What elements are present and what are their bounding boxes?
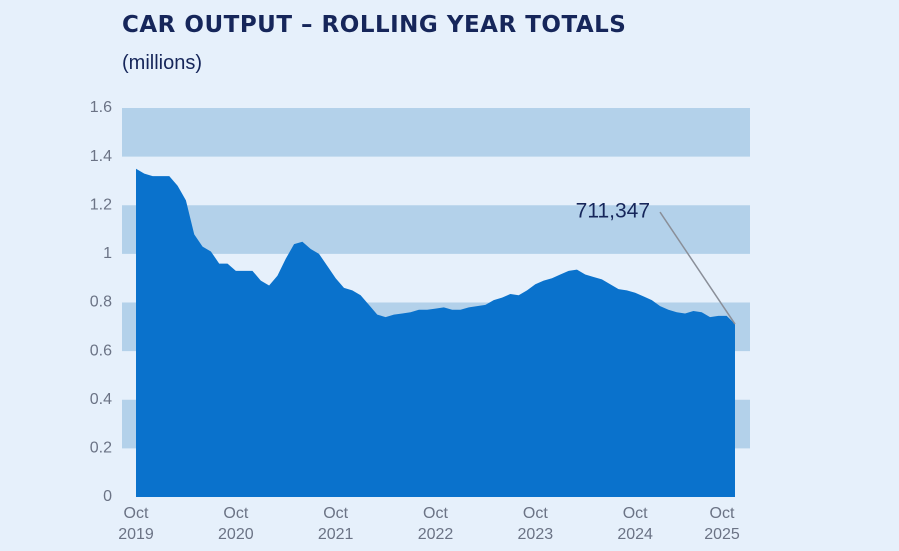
x-tick-label: Oct 2020 xyxy=(218,505,254,543)
chart-title: CAR OUTPUT – ROLLING YEAR TOTALS xyxy=(122,12,627,38)
y-tick-label: 0 xyxy=(103,488,112,505)
x-tick-label: Oct 2023 xyxy=(517,505,554,543)
area xyxy=(136,168,735,497)
y-tick-label: 1 xyxy=(103,245,112,262)
y-tick-label: 0.6 xyxy=(90,342,112,359)
y-tick-label: 0.8 xyxy=(90,294,112,311)
leader-line xyxy=(659,211,736,325)
x-tick-label: Oct 2021 xyxy=(317,505,354,543)
x-tick-label: Oct 2024 xyxy=(617,505,653,543)
y-tick-label: 0.2 xyxy=(90,440,112,457)
y-tick-label: 1.4 xyxy=(90,148,112,165)
grid-band xyxy=(122,108,750,157)
value-label: 711,347 xyxy=(576,200,650,223)
x-tick-label: Oct 2022 xyxy=(417,505,454,543)
y-tick-label: 1.6 xyxy=(90,99,112,116)
x-tick-label: Oct 2019 xyxy=(118,505,154,543)
y-tick-label: 0.4 xyxy=(90,391,112,408)
y-tick-label: 1.2 xyxy=(90,196,112,213)
grid-band xyxy=(122,205,750,254)
chart-subtitle: (millions) xyxy=(122,52,202,74)
x-tick-label: Oct 2025 xyxy=(704,505,740,543)
